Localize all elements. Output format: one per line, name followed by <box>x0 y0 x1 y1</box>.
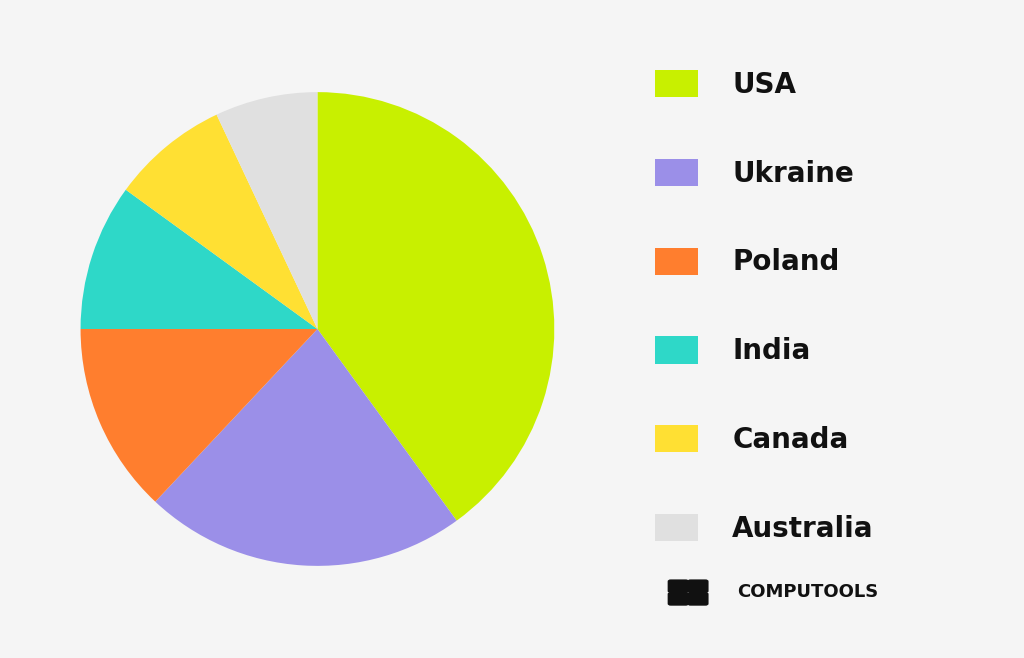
Text: Canada: Canada <box>732 426 849 454</box>
Text: Ukraine: Ukraine <box>732 159 854 188</box>
Text: USA: USA <box>732 70 797 99</box>
Wedge shape <box>317 92 554 520</box>
Wedge shape <box>81 190 317 329</box>
Text: India: India <box>732 337 810 365</box>
Text: Poland: Poland <box>732 248 840 276</box>
Wedge shape <box>81 329 317 501</box>
Text: Australia: Australia <box>732 515 873 543</box>
Wedge shape <box>126 114 317 329</box>
Wedge shape <box>156 329 457 566</box>
Wedge shape <box>217 92 317 329</box>
Text: COMPUTOOLS: COMPUTOOLS <box>737 583 879 601</box>
